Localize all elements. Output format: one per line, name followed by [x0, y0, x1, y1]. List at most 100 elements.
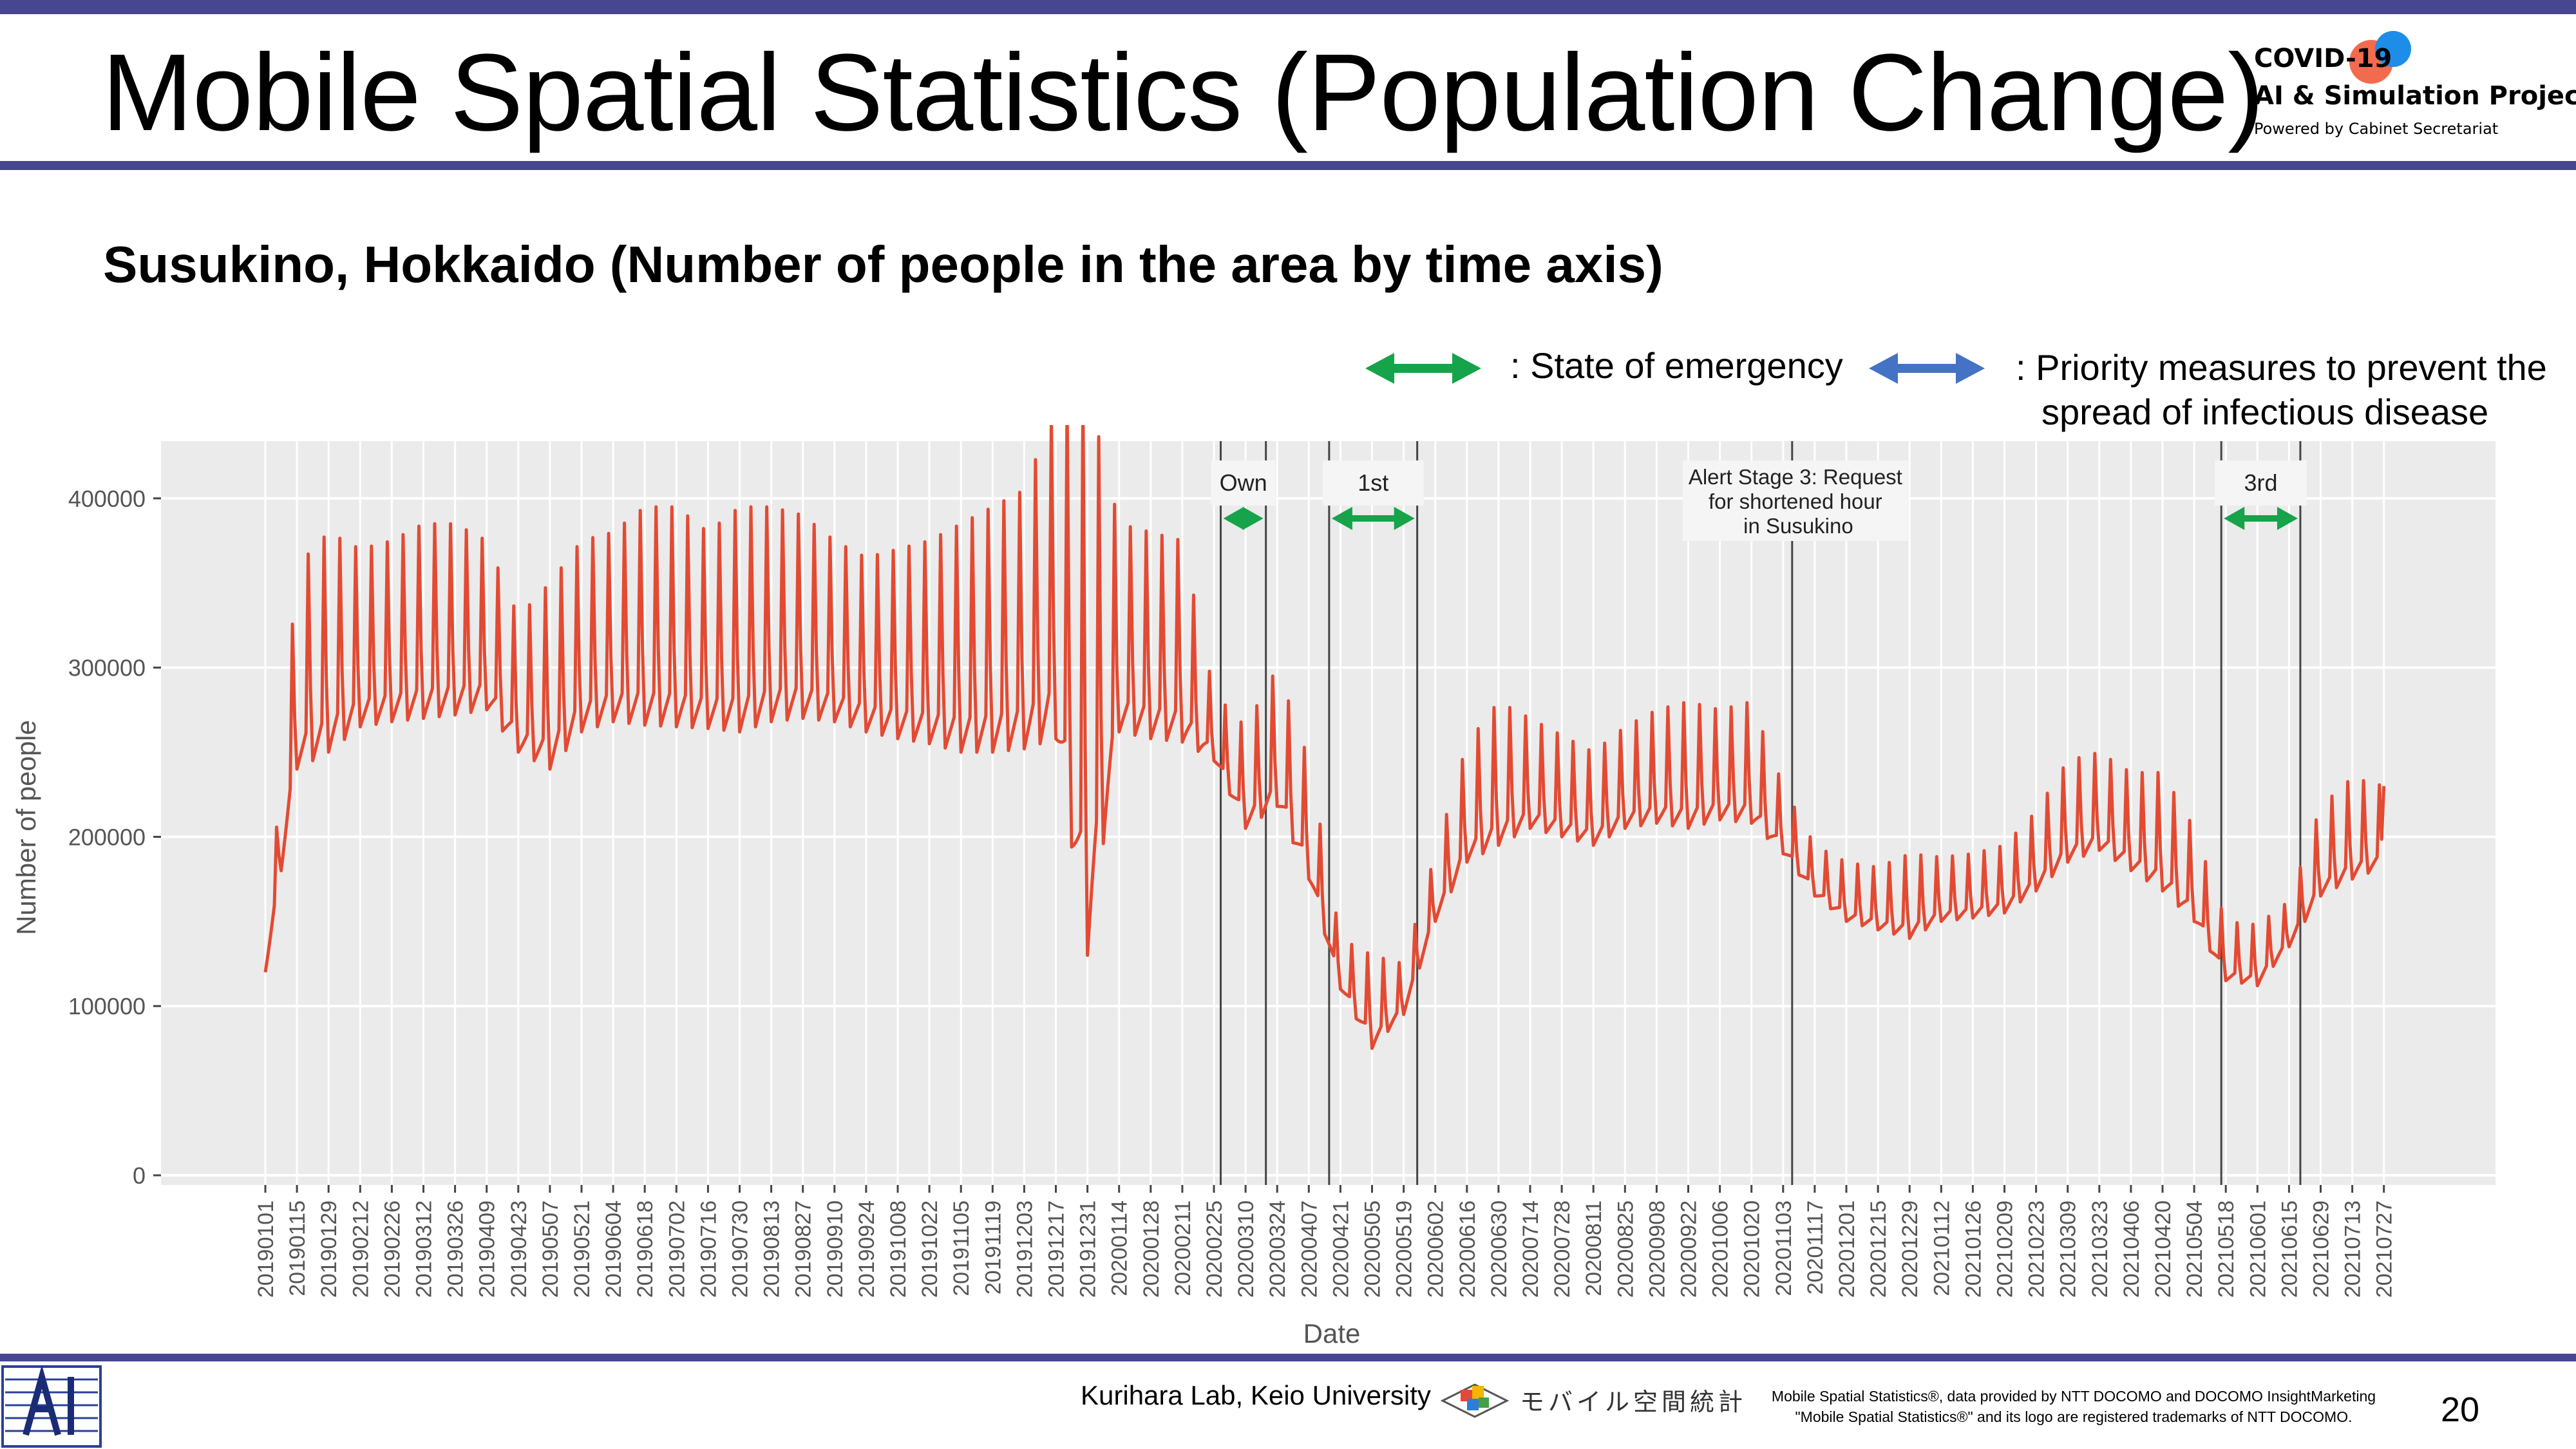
x-tick-label: 20210518: [2214, 1200, 2239, 1298]
x-tick-label: 20200310: [1234, 1200, 1258, 1298]
logo-line-3: Powered by Cabinet Secretariat: [2254, 120, 2499, 138]
kurihara-lab-logo-icon: [1, 1365, 102, 1448]
x-tick-label: 20200825: [1613, 1200, 1638, 1298]
period-label-box: [1322, 460, 1424, 506]
legend-priority-label: : Priority measures to prevent the: [2016, 347, 2547, 388]
footer-note-line-1: Mobile Spatial Statistics®, data provide…: [1771, 1388, 2376, 1405]
period-annotations: Own 1st Alert Stage 3: Request for shortene…: [1211, 460, 2307, 541]
logo-line-2: AI & Simulation Project: [2254, 81, 2576, 111]
x-tick-label: 20190827: [791, 1200, 816, 1298]
footer-trademark-note: Mobile Spatial Statistics®, data provide…: [1732, 1386, 2415, 1427]
x-tick-label: 20200519: [1392, 1200, 1417, 1298]
x-tick-label: 20210615: [2277, 1200, 2302, 1298]
x-tick-label: 20190226: [380, 1200, 404, 1298]
x-tick-label: 20190312: [412, 1200, 437, 1298]
title-rule: [0, 161, 2576, 170]
legend-emergency-label: : State of emergency: [1510, 345, 1843, 386]
x-tick-label: 20201020: [1740, 1200, 1765, 1298]
legend-arrows: [1365, 353, 1985, 384]
x-tick-label: 20190702: [665, 1200, 689, 1298]
series-line: [263, 425, 2386, 1050]
x-tick-label: 20190604: [601, 1200, 626, 1298]
alert-label-box: [1682, 460, 1908, 541]
x-tick-label: 20200714: [1519, 1200, 1543, 1298]
x-tick-label: 20210504: [2183, 1200, 2207, 1298]
x-tick-label: 20200811: [1582, 1200, 1606, 1296]
x-tick-label: 20191203: [1012, 1200, 1037, 1298]
arrow-head-right: [1242, 507, 1264, 530]
x-tick-label: 20200421: [1329, 1200, 1353, 1298]
mobile-spatial-statistics-logo: モバイル空間統計: [1436, 1372, 1743, 1423]
x-tick-label: 20201201: [1835, 1200, 1859, 1298]
y-tick-label: 100000: [68, 993, 146, 1019]
slide-subtitle: Susukino, Hokkaido (Number of people in …: [103, 236, 1663, 293]
series-layer: [263, 425, 2386, 1050]
x-tick-label: 20190730: [728, 1200, 753, 1298]
x-tick-label: 20190326: [444, 1200, 468, 1298]
x-tick-label: 20200407: [1297, 1200, 1321, 1298]
arrow-head-left: [2224, 507, 2245, 530]
x-tick-label: 20200922: [1677, 1200, 1701, 1298]
x-tick-label: 20190813: [760, 1200, 784, 1298]
mobile-logo-text: モバイル空間統計: [1520, 1389, 1747, 1416]
x-tick-label: 20191217: [1045, 1200, 1069, 1298]
x-tick-label: 20190521: [570, 1200, 594, 1298]
x-tick-label: 20201215: [1866, 1200, 1891, 1298]
x-tick-label: 20200630: [1487, 1200, 1511, 1298]
x-tick-label: 20190115: [285, 1200, 310, 1296]
y-tick-label: 300000: [68, 655, 146, 681]
page-number: 20: [2441, 1390, 2480, 1429]
logo-line-1: COVID-19: [2254, 44, 2392, 73]
x-tick-label: 20201006: [1709, 1200, 1733, 1298]
x-tick-label: 20190618: [633, 1200, 658, 1298]
x-tick-label: 20190716: [696, 1200, 721, 1298]
x-tick-label: 20201103: [1772, 1200, 1796, 1296]
x-tick-label: 20210629: [2309, 1200, 2334, 1298]
x-tick-label: 20210126: [1961, 1200, 1985, 1298]
x-tick-label: 20200505: [1361, 1200, 1385, 1298]
y-tick-label: 400000: [68, 486, 146, 512]
y-tick-label: 0: [133, 1162, 146, 1189]
period-label-box: [2215, 460, 2307, 506]
arrow-head-right: [1394, 507, 1415, 530]
x-tick-label: 20200225: [1202, 1200, 1227, 1298]
top-accent-bar: [0, 0, 2576, 14]
period-label-box: [1211, 460, 1276, 506]
x-tick-label: 20210209: [1993, 1200, 2018, 1298]
x-tick-label: 20210727: [2372, 1200, 2397, 1298]
logo-dot-blue: [2375, 31, 2411, 67]
x-tick-label: 20191119: [981, 1200, 1005, 1294]
period-label: 3rd: [2244, 469, 2278, 496]
page-title: Mobile Spatial Statistics (Population Ch…: [102, 32, 2264, 154]
arrow-head-left: [1331, 507, 1352, 530]
x-tick-label: 20190910: [823, 1200, 848, 1298]
x-axis-title: Date: [1303, 1318, 1361, 1349]
period-label: Own: [1220, 469, 1267, 496]
y-axis-title: Number of people: [11, 720, 41, 935]
x-tick-label: 20210713: [2341, 1200, 2365, 1298]
x-tick-label: 20191022: [918, 1200, 942, 1298]
x-tick-label: 20190423: [507, 1200, 531, 1298]
covid-project-logo: COVID-19 AI & Simulation Project Powered…: [2241, 26, 2576, 148]
x-tick-label: 20190212: [348, 1200, 373, 1298]
x-tick-label: 20190129: [317, 1200, 341, 1298]
arrow-head-left: [1223, 507, 1244, 530]
bottom-rule: [0, 1354, 2576, 1361]
y-axis: 0 100000 200000 300000 400000: [68, 486, 161, 1189]
x-tick-label: 20210309: [2056, 1200, 2081, 1298]
legend-priority-label-2: spread of infectious disease: [2041, 392, 2489, 432]
cube-logo-icon: [1440, 1383, 1510, 1418]
period-boundary-lines: [1220, 441, 2302, 1185]
x-tick-label: 20200908: [1645, 1200, 1669, 1298]
alert-label: Alert Stage 3: Request for shortened hour…: [1689, 465, 1902, 538]
x-tick-label: 20210112: [1929, 1200, 1954, 1296]
x-tick-label: 20210420: [2151, 1200, 2175, 1298]
x-tick-label: 20200128: [1139, 1200, 1164, 1298]
x-tick-label: 20191105: [949, 1200, 974, 1296]
x-tick-label: 20200602: [1424, 1200, 1448, 1298]
footer-credit: Kurihara Lab, Keio University: [1081, 1380, 1431, 1410]
emergency-arrow-icon: [1365, 353, 1481, 384]
x-tick-label: 20191008: [886, 1200, 911, 1298]
period-label: 1st: [1358, 469, 1388, 496]
x-tick-label: 20200324: [1265, 1200, 1290, 1298]
